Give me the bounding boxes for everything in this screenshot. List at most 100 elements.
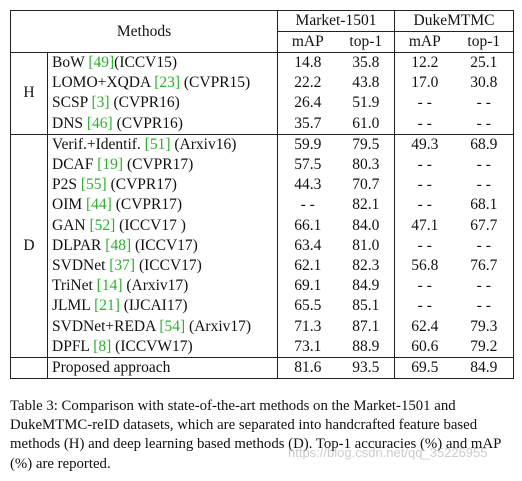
market-top1-cell: 35.8 (337, 52, 396, 74)
duke-map-cell: - - (417, 156, 432, 174)
method-name: SCSP (52, 94, 92, 112)
market-top1-cell: 43.8 (337, 73, 396, 94)
duke-top1-cell: - - (454, 113, 515, 135)
market-map-cell: 73.1 (277, 336, 338, 358)
method-name: DCAF (52, 156, 98, 174)
duke-top1-cell: - - (454, 93, 515, 114)
methods-header: Methods (10, 10, 278, 53)
market-map-cell: 22.2 (294, 74, 322, 92)
market-map-cell: 59.9 (294, 135, 322, 153)
duke-top1-cell: - - (454, 154, 515, 176)
citation-link[interactable]: [54] (159, 317, 186, 335)
citation-link[interactable]: [8] (93, 337, 112, 355)
method-name: SVDNet+REDA (52, 317, 160, 335)
table-caption: Table 3: Comparison with state-of-the-ar… (10, 398, 501, 472)
method-name: OIM (52, 196, 87, 214)
market-map-cell: 26.4 (294, 94, 322, 112)
market-map-cell: 66.1 (294, 216, 322, 234)
duke-map-cell: - - (417, 94, 432, 112)
citation-link[interactable]: [21] (94, 297, 120, 315)
market-map-cell: 62.1 (294, 256, 322, 274)
market-map-header: mAP (277, 31, 338, 53)
method-cell: SVDNet [37] (ICCV17) (47, 255, 278, 277)
market-top1-cell: 51.9 (337, 93, 396, 114)
group-label-handcrafted: H (10, 52, 48, 135)
citation-link[interactable]: [23] (154, 74, 181, 92)
duke-map-cell: 17.0 (411, 74, 439, 92)
market-top1-header: top-1 (337, 31, 396, 53)
proposed-duke-top1: 84.9 (454, 357, 515, 380)
venue-label: (Arxiv16) (170, 135, 237, 153)
venue-label: (CVPR17) (106, 176, 177, 194)
citation-link[interactable]: [48] (105, 236, 132, 254)
table-row: TriNet [14] (Arxiv17) 69.1 84.9 - - - - (11, 276, 515, 297)
method-cell: TriNet [14] (Arxiv17) (47, 276, 278, 297)
method-name: DPFL (52, 337, 94, 355)
duke-map-cell: - - (417, 277, 432, 295)
method-cell: SCSP [3] (CVPR16) (47, 93, 278, 114)
group-label-deep: D (10, 134, 48, 358)
method-name: Verif.+Identif. (52, 135, 145, 153)
market-map-cell: 63.4 (294, 236, 322, 254)
duke-top1-cell: 25.1 (454, 52, 515, 74)
table-row: DNS [46] (CVPR16) 35.7 61.0- -- - (11, 113, 515, 135)
citation-link[interactable]: [51] (144, 135, 171, 153)
market-map-cell: 69.1 (294, 277, 322, 295)
method-cell: BoW [49](ICCV15) (47, 52, 278, 74)
method-cell: DPFL [8] (ICCVW17) (47, 336, 278, 358)
table-row: LOMO+XQDA [23] (CVPR15) 22.2 43.8 17.0 30.8 (11, 73, 515, 94)
venue-label: (CVPR16) (112, 114, 183, 132)
market-top1-cell: 82.3 (337, 255, 396, 277)
citation-link[interactable]: [49] (88, 54, 115, 72)
citation-link[interactable]: [44] (86, 196, 112, 214)
citation-link[interactable]: [55] (80, 176, 107, 194)
duke-top1-cell: - - (454, 175, 515, 196)
table-row: SVDNet [37] (ICCV17) 62.1 82.3 56.8 76.7 (11, 255, 515, 277)
duke-top1-cell: - - (454, 235, 515, 256)
market-top1-cell: 84.0 (337, 215, 396, 236)
citation-link[interactable]: [14] (96, 277, 123, 295)
method-cell: Verif.+Identif. [51] (Arxiv16) (47, 134, 278, 155)
citation-link[interactable]: [52] (89, 216, 116, 234)
citation-link[interactable]: [19] (97, 156, 124, 174)
group-label-empty (10, 357, 48, 380)
citation-link[interactable]: [37] (109, 256, 136, 274)
citation-link[interactable]: [46] (86, 114, 113, 132)
market-map-cell: 65.5 (294, 297, 322, 315)
venue-label: (CVPR16) (109, 94, 180, 112)
citation-link[interactable]: [3] (91, 94, 110, 112)
method-cell: SVDNet+REDA [54] (Arxiv17) (47, 316, 278, 337)
market-map-cell: 35.7 (277, 113, 338, 135)
method-cell: DCAF [19] (CVPR17) (47, 154, 278, 176)
duke-top1-cell: 68.9 (454, 134, 515, 155)
duke-top1-cell: 76.7 (454, 255, 515, 277)
method-cell: LOMO+XQDA [23] (CVPR15) (47, 73, 278, 94)
duke-map-cell: 12.2 (411, 54, 439, 72)
venue-label: (IJCAI17) (119, 297, 188, 315)
venue-label: (ICCV17 ) (115, 216, 186, 234)
method-cell: GAN [52] (ICCV17 ) (47, 215, 278, 236)
table-row: P2S [55] (CVPR17) 44.3 70.7 - - - - (11, 175, 515, 196)
market-map-cell: - - (300, 196, 315, 214)
duke-map-cell: - - (417, 297, 432, 315)
method-name: LOMO+XQDA (52, 74, 155, 92)
market-top1-cell: 80.3 (337, 154, 396, 176)
method-name: TriNet (52, 277, 97, 295)
venue-label: (CVPR15) (180, 74, 251, 92)
venue-label: (CVPR17) (111, 196, 183, 214)
table-row: H BoW [49](ICCV15) 14.8 35.8 12.2 25.1 (10, 52, 515, 135)
duke-map-cell: 56.8 (411, 256, 439, 274)
duke-top1-cell: 30.8 (454, 73, 515, 94)
market-top1-cell: 87.1 (337, 316, 396, 337)
market-top1-cell: 61.0 (337, 113, 396, 135)
venue-label: (ICCVW17) (111, 337, 193, 355)
duke-top1-cell: 79.2 (454, 336, 515, 358)
method-name: GAN (52, 216, 90, 234)
venue-label: (ICCV15) (114, 54, 178, 72)
venue-label: (ICCV17) (131, 236, 198, 254)
comparison-table: Methods Market-1501 DukeMTMC mAP top-1 m… (10, 10, 515, 380)
market-top1-cell: 85.1 (337, 296, 396, 317)
duke-top1-cell: - - (454, 296, 515, 317)
proposed-market-top1: 93.5 (337, 357, 396, 380)
method-cell: OIM [44] (CVPR17) (47, 195, 278, 216)
